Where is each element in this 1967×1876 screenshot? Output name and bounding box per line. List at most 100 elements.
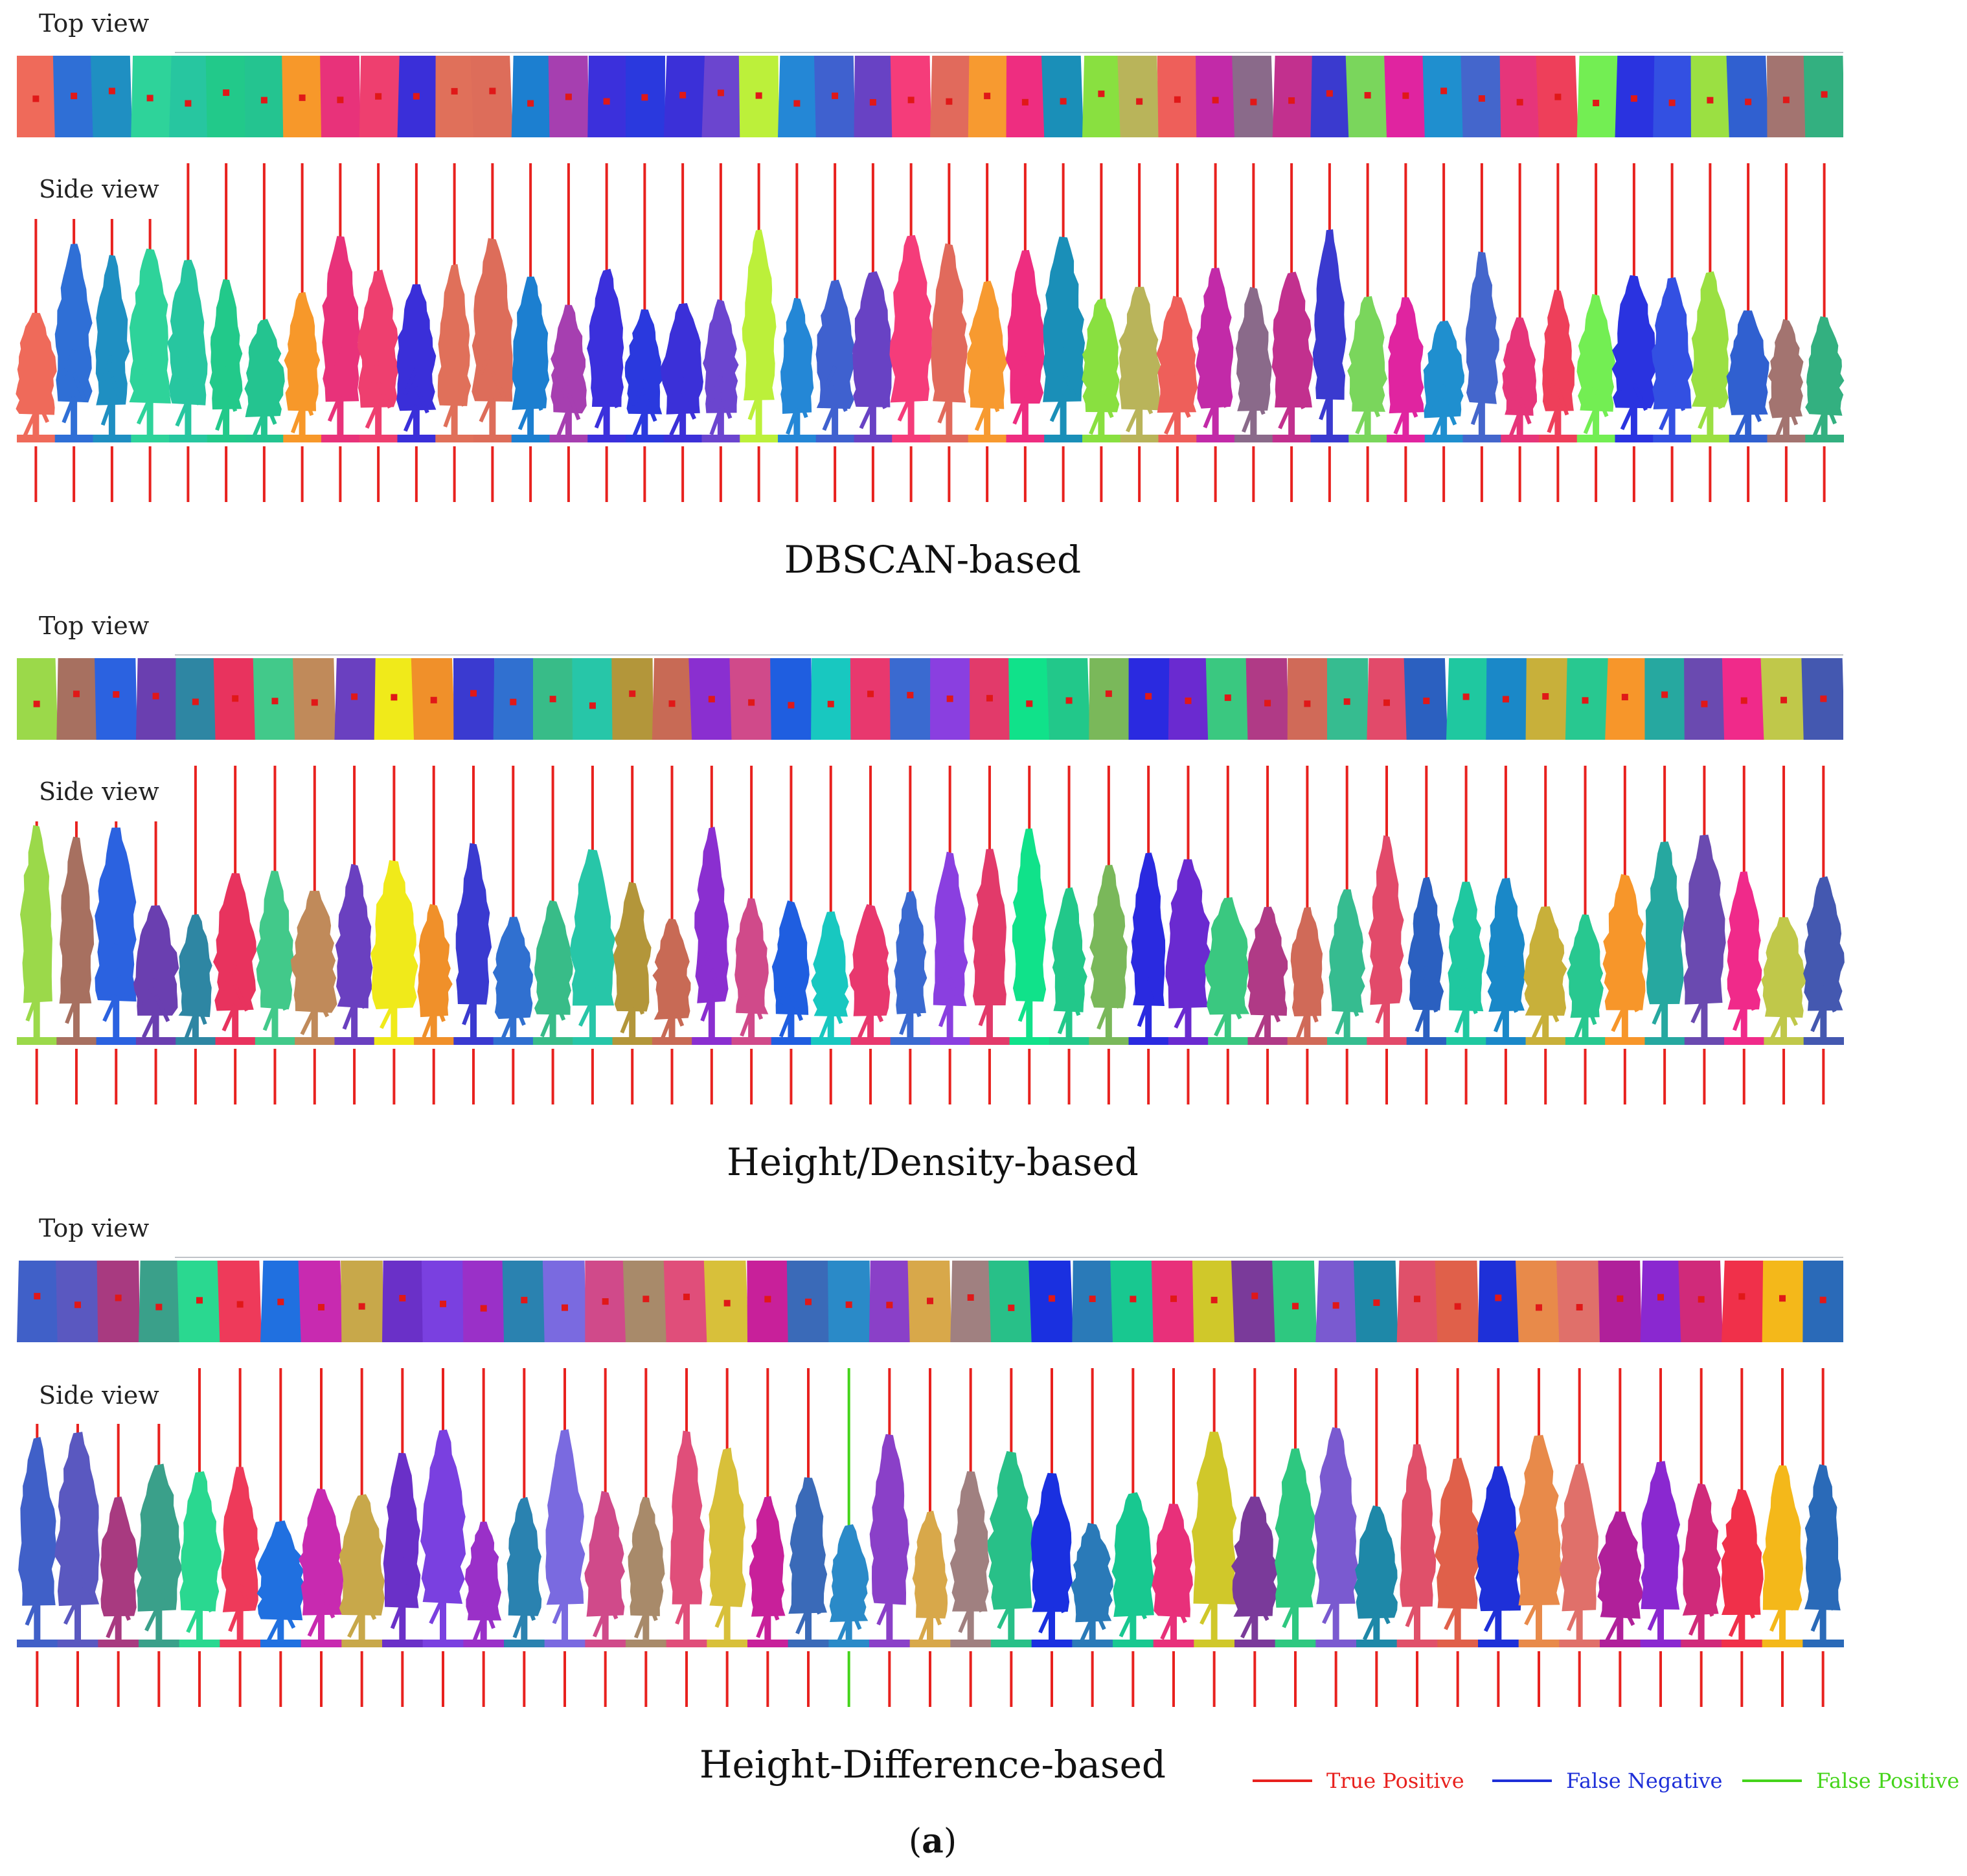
- tree-branch: [1659, 1581, 1674, 1609]
- tree-top-marker: [1008, 1304, 1015, 1311]
- tree: [93, 255, 132, 442]
- tree-branch: [968, 1584, 984, 1613]
- tree-branch: [1732, 963, 1746, 991]
- tree-branch: [795, 391, 808, 418]
- tree-branch: [1583, 998, 1597, 1025]
- tree-branch: [1532, 979, 1547, 1007]
- ground-patch: [1387, 435, 1426, 442]
- tree-branch: [106, 1610, 120, 1638]
- tree-crown: [1567, 914, 1604, 1018]
- tree: [852, 271, 894, 442]
- segment-top: [890, 56, 931, 137]
- tree-branch: [632, 379, 647, 407]
- tree: [339, 1494, 385, 1647]
- ground-patch: [892, 435, 931, 442]
- tree-crown: [869, 1434, 909, 1605]
- tree-branch: [822, 403, 837, 431]
- tree-branch: [1769, 1012, 1786, 1041]
- ground-patch: [1559, 1640, 1600, 1647]
- tree-branch: [1255, 1011, 1269, 1039]
- tree-branch: [72, 372, 86, 400]
- ground-patch: [1234, 435, 1273, 442]
- tree: [626, 1496, 667, 1647]
- segment-top: [293, 658, 336, 740]
- tree-branch: [1385, 972, 1398, 1000]
- tree-top-marker: [602, 1298, 609, 1305]
- tree-branch: [836, 1616, 851, 1644]
- tree-crown: [1690, 271, 1729, 407]
- tree-branch: [1455, 1580, 1472, 1608]
- ground-patch: [1275, 1640, 1317, 1647]
- tree-branch: [948, 978, 962, 1005]
- tree-top-marker: [1661, 691, 1668, 698]
- tree-top-marker: [196, 1297, 203, 1304]
- tree: [358, 269, 400, 442]
- tree: [1721, 1489, 1764, 1647]
- tree: [1523, 906, 1567, 1045]
- tree-crown: [1368, 835, 1404, 1005]
- segment-top: [169, 56, 211, 137]
- tree-crown: [1400, 1444, 1437, 1607]
- tree-branch: [1810, 1562, 1825, 1590]
- tree-branch: [670, 999, 685, 1027]
- tree-crown: [1721, 1489, 1764, 1615]
- side-view-label: Side view: [39, 777, 159, 806]
- tree-top-marker: [907, 97, 915, 104]
- tree-branch: [556, 409, 571, 437]
- segment-top: [930, 56, 972, 137]
- tree-branch: [1782, 998, 1799, 1026]
- tree-branch: [472, 1616, 486, 1643]
- tree-top-marker: [1462, 693, 1470, 700]
- tree-branch: [1405, 1552, 1419, 1580]
- tree-top-marker: [1576, 1304, 1583, 1311]
- tree-crown: [1156, 295, 1198, 413]
- ground-patch: [968, 435, 1007, 442]
- tree-branch: [233, 984, 249, 1012]
- legend-false-positive-label: False Positive: [1816, 1768, 1960, 1793]
- tree: [453, 843, 494, 1045]
- ground-patch: [1462, 435, 1502, 442]
- tree-crown: [95, 255, 130, 406]
- tree-branch: [1049, 394, 1065, 422]
- tree-branch: [978, 953, 992, 981]
- tree-crown: [512, 276, 550, 410]
- tree-top-marker: [946, 98, 953, 105]
- tree-branch: [1415, 1005, 1429, 1033]
- tree-top-marker: [967, 1294, 974, 1301]
- segment-top: [778, 56, 820, 137]
- tree: [1387, 297, 1426, 442]
- tree: [1247, 906, 1288, 1045]
- tree-branch: [175, 399, 190, 427]
- ground-patch: [397, 435, 437, 442]
- tree: [1089, 865, 1130, 1045]
- tree-branch: [847, 1602, 862, 1630]
- tree: [1726, 310, 1769, 442]
- tree-top-marker: [1630, 95, 1637, 102]
- tree: [1231, 1496, 1279, 1647]
- tree-top-marker: [33, 700, 40, 707]
- tree-top-marker: [1105, 690, 1112, 697]
- tree-top-marker: [391, 694, 398, 701]
- tree-branch: [1242, 405, 1256, 433]
- tree-branch: [1295, 1011, 1310, 1039]
- side-view-plot: [0, 162, 1865, 505]
- tree-crown: [972, 849, 1006, 1006]
- tree-crown: [299, 1488, 344, 1616]
- tree-crown: [1012, 828, 1047, 1002]
- tree-crown: [967, 280, 1008, 409]
- tree-branch: [512, 1610, 527, 1638]
- tree-branch: [1734, 409, 1750, 438]
- tree-branch: [1214, 1009, 1230, 1037]
- legend-false-negative: False Negative: [1492, 1768, 1722, 1793]
- tree-crown: [889, 234, 933, 403]
- tree-branch: [500, 1012, 516, 1041]
- tree-top-marker: [1502, 696, 1509, 703]
- segment-top: [1089, 658, 1131, 740]
- ground-patch: [1356, 1640, 1398, 1647]
- tree-top-marker: [271, 698, 279, 705]
- tree: [1761, 917, 1807, 1045]
- segment-top: [1556, 1261, 1601, 1342]
- ground-patch: [652, 1037, 693, 1045]
- tree-branch: [194, 997, 207, 1025]
- tree-branch: [25, 1598, 40, 1626]
